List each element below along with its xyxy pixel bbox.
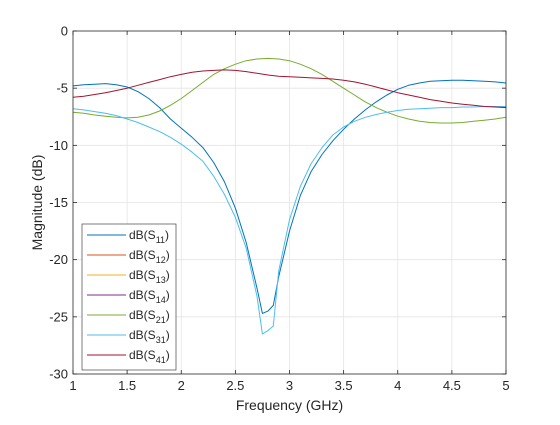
x-tick-label: 4 — [394, 378, 401, 393]
series-lines — [72, 57, 507, 335]
series-line — [72, 69, 507, 109]
y-axis-label: Magnitude (dB) — [29, 155, 45, 251]
legend: dB(S11)dB(S12)dB(S13)dB(S14)dB(S21)dB(S3… — [81, 223, 177, 371]
x-tick-label: 2 — [178, 378, 185, 393]
x-tick-label: 2.5 — [226, 378, 244, 393]
x-tick-label: 1.5 — [118, 378, 136, 393]
y-axis-ticks: 0 -5 -10 -15 -20 -25 -30 — [49, 24, 506, 382]
y-tick-label: -10 — [49, 138, 68, 153]
y-tick-label: -5 — [56, 81, 68, 96]
x-tick-label: 4.5 — [443, 378, 461, 393]
y-tick-label: 0 — [61, 24, 68, 39]
y-tick-label: -30 — [49, 367, 68, 382]
series-line — [72, 106, 506, 335]
x-tick-label: 3 — [286, 378, 293, 393]
series-line — [72, 79, 507, 314]
x-axis-label: Frequency (GHz) — [236, 397, 343, 413]
y-tick-label: -25 — [49, 309, 68, 324]
x-axis-ticks: 1 1.5 2 2.5 3 3.5 4 4.5 5 — [69, 31, 510, 393]
x-tick-label: 5 — [502, 378, 509, 393]
x-tick-label: 1 — [69, 378, 76, 393]
series-line — [72, 57, 507, 124]
y-tick-label: -20 — [49, 252, 68, 267]
x-tick-label: 3.5 — [335, 378, 353, 393]
y-tick-label: -15 — [49, 195, 68, 210]
legend-box — [81, 223, 177, 371]
